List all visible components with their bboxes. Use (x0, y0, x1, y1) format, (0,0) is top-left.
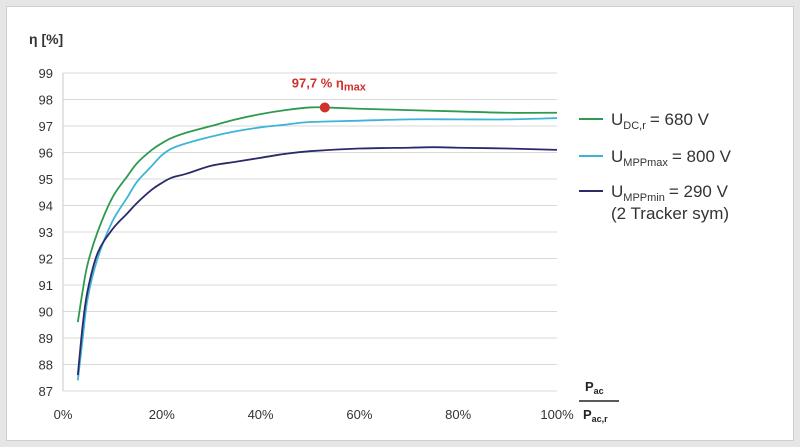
x-tick-label: 100% (540, 407, 574, 422)
legend-label-umppmax: UMPPmax = 800 V (611, 147, 732, 169)
y-tick-label: 98 (39, 93, 53, 108)
legend-udc-value: = 680 V (650, 110, 710, 129)
series-line-umppmax (76, 117, 558, 381)
x-label-numerator-sub: ac (594, 386, 604, 396)
y-tick-label: 94 (39, 199, 53, 214)
y-tick-label: 87 (39, 384, 53, 399)
legend-umppmax-sub: MPPmax (623, 157, 668, 169)
max-efficiency-marker (319, 102, 330, 113)
y-axis-label: η [%] (29, 31, 63, 47)
chart-frame: 87 88 89 90 91 92 93 94 95 96 97 98 99 0% 20% 40% 60% 80… (6, 6, 794, 441)
x-label-denominator-sub: ac,r (592, 414, 609, 424)
y-tick-label: 91 (39, 278, 53, 293)
x-label-numerator: Pac (585, 379, 604, 396)
legend-item-umppmin: UMPPmin = 290 V (2 Tracker sym) (579, 182, 729, 223)
x-tick-label: 0% (54, 407, 73, 422)
x-tick-label: 20% (149, 407, 175, 422)
x-label-denominator: Pac,r (583, 407, 608, 424)
y-tick-label: 92 (39, 252, 53, 267)
legend-umppmin-sub: MPPmin (623, 192, 665, 204)
x-tick-label: 60% (346, 407, 372, 422)
legend-umppmin-extra: (2 Tracker sym) (611, 204, 729, 223)
y-tick-label: 99 (39, 66, 53, 81)
y-tick-label: 97 (39, 119, 53, 134)
legend-label-udc: UDC,r = 680 V (611, 110, 710, 132)
x-label-denominator-main: P (583, 407, 592, 422)
y-tick-label: 88 (39, 358, 53, 373)
legend-item-udc: UDC,r = 680 V (579, 110, 710, 132)
x-axis-label: Pac Pac,r (579, 379, 619, 424)
legend: UDC,r = 680 V UMPPmax = 800 V UMPPmin = 290… (579, 110, 732, 223)
y-tick-label: 95 (39, 172, 53, 187)
y-tick-label: 89 (39, 331, 53, 346)
x-tick-label: 80% (445, 407, 471, 422)
max-efficiency-annotation: 97,7 % ηmax (292, 75, 367, 93)
x-label-numerator-main: P (585, 379, 594, 394)
legend-udc-main: U (611, 110, 623, 129)
y-tick-label: 93 (39, 225, 53, 240)
legend-umppmax-main: U (611, 147, 623, 166)
x-tick-labels: 0% 20% 40% 60% 80% 100% (54, 407, 574, 422)
legend-udc-sub: DC,r (623, 120, 646, 132)
annotation-label-sub: max (344, 81, 367, 93)
legend-umppmin-value: = 290 V (669, 182, 729, 201)
grid (62, 72, 557, 392)
y-tick-label: 96 (39, 146, 53, 161)
annotation-label: 97,7 % η (292, 75, 344, 90)
legend-item-umppmax: UMPPmax = 800 V (579, 147, 732, 169)
efficiency-chart: 87 88 89 90 91 92 93 94 95 96 97 98 99 0% 20% 40% 60% 80… (29, 31, 732, 424)
legend-umppmin-main: U (611, 182, 623, 201)
y-tick-label: 90 (39, 305, 53, 320)
legend-umppmax-value: = 800 V (672, 147, 732, 166)
y-tick-labels: 87 88 89 90 91 92 93 94 95 96 97 98 99 (39, 66, 53, 399)
series-line-udc (76, 106, 558, 323)
series-lines (76, 106, 558, 381)
legend-label-umppmin: UMPPmin = 290 V (611, 182, 729, 204)
x-tick-label: 40% (248, 407, 274, 422)
series-line-umppmin (76, 146, 558, 376)
